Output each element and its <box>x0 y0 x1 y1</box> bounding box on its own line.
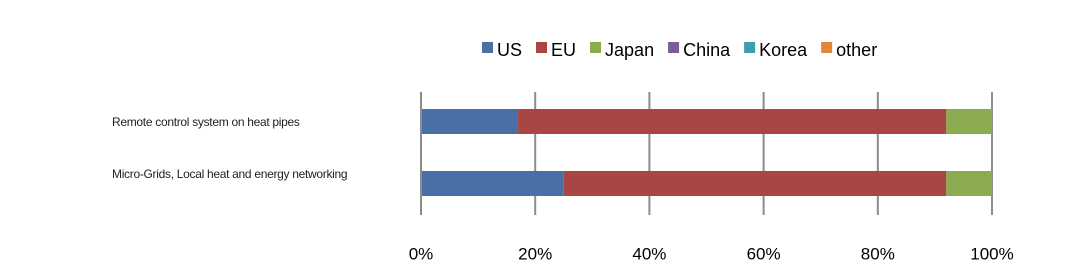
bar-segment <box>946 171 992 196</box>
legend-swatch <box>590 42 602 53</box>
legend-label: China <box>683 40 731 60</box>
x-tick-label: 80% <box>861 244 895 263</box>
legend-label: US <box>497 40 522 60</box>
legend-swatch <box>744 42 756 53</box>
bar-segment <box>518 109 947 134</box>
legend-label: EU <box>551 40 576 60</box>
legend-swatch <box>668 42 680 53</box>
legend-swatch <box>536 42 548 53</box>
category-label: Micro-Grids, Local heat and energy netwo… <box>112 167 348 181</box>
legend-label: other <box>836 40 877 60</box>
bar-segment <box>563 171 947 196</box>
bar-segment <box>421 109 519 134</box>
x-tick-label: 40% <box>632 244 666 263</box>
bar-segment <box>946 109 992 134</box>
x-tick-label: 100% <box>970 244 1013 263</box>
x-tick-label: 20% <box>518 244 552 263</box>
x-tick-label: 60% <box>747 244 781 263</box>
legend-swatch <box>482 42 493 53</box>
category-label: Remote control system on heat pipes <box>112 115 300 129</box>
legend-swatch <box>821 42 833 53</box>
bar-segment <box>421 171 564 196</box>
legend-label: Japan <box>605 40 654 60</box>
x-tick-label: 0% <box>409 244 434 263</box>
legend-label: Korea <box>759 40 808 60</box>
